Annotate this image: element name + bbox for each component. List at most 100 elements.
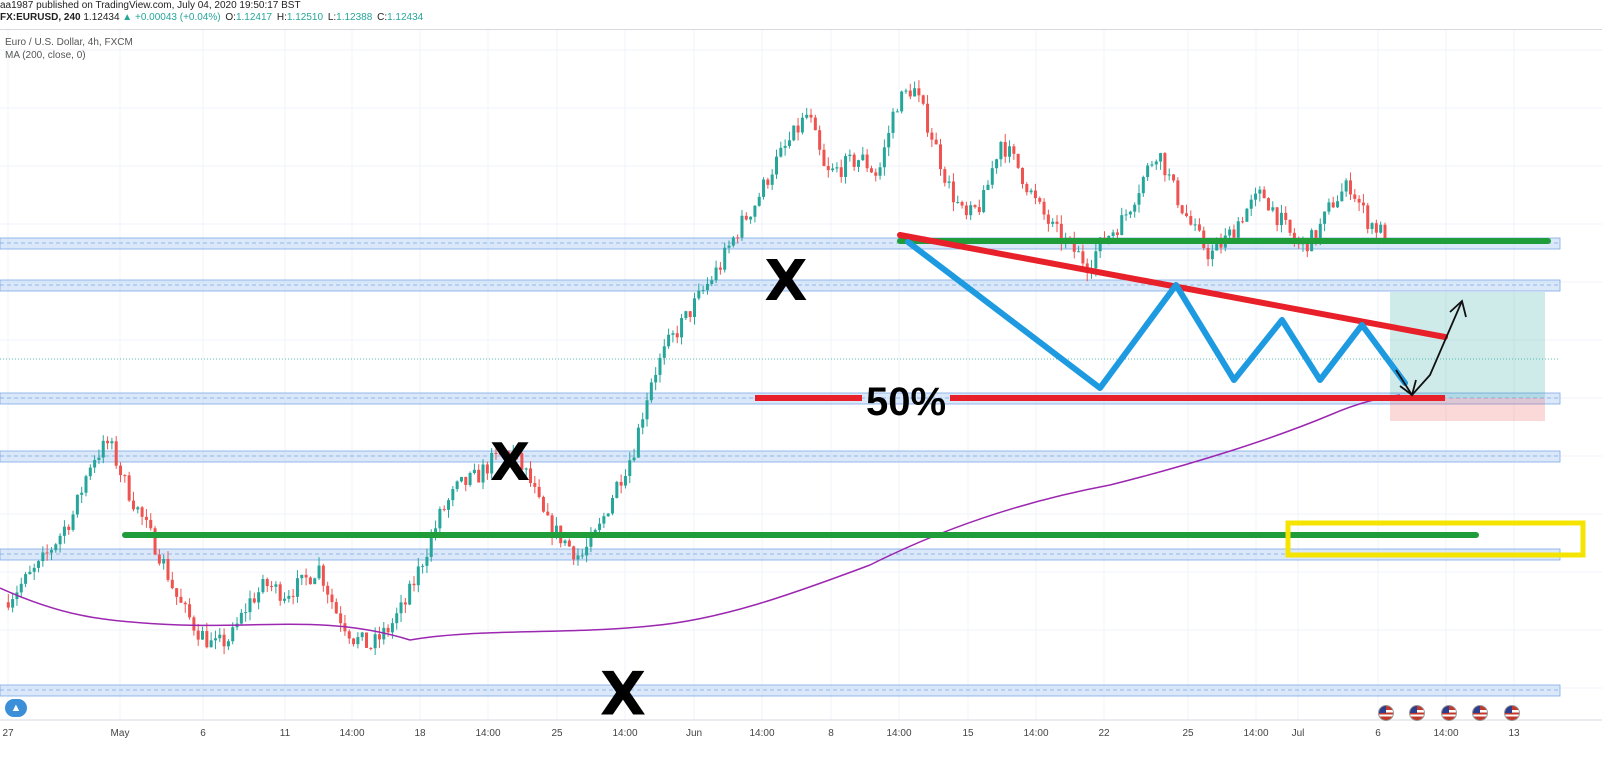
candle-body <box>32 567 36 572</box>
candle-body <box>192 617 196 631</box>
candle-body <box>826 165 830 171</box>
candle-body <box>1042 201 1046 215</box>
candle-body <box>1141 177 1145 194</box>
candle-body <box>869 168 873 173</box>
candle-body <box>447 500 451 510</box>
us-flag-icon[interactable] <box>1472 705 1489 721</box>
candle-body <box>334 602 338 614</box>
candle-body <box>1008 146 1012 157</box>
candle-body <box>809 114 813 118</box>
candle-body <box>373 634 377 649</box>
candle-body <box>1163 153 1167 176</box>
candle-body <box>1305 239 1309 252</box>
candle-body <box>1292 232 1296 243</box>
candle-body <box>977 207 981 213</box>
candle-body <box>1245 208 1249 222</box>
candle-body <box>222 634 226 647</box>
ma200-line <box>0 394 1401 641</box>
candle-body <box>1383 224 1387 242</box>
candle-body <box>1025 184 1029 193</box>
tradingview-logo-icon[interactable]: ▲ <box>5 699 27 717</box>
candle-body <box>451 489 455 501</box>
candle-body <box>356 637 360 645</box>
candle-body <box>766 179 770 185</box>
candle-body <box>472 469 476 473</box>
candle-body <box>580 555 584 557</box>
us-flag-icon[interactable] <box>1409 705 1426 721</box>
symbol[interactable]: FX:EURUSD, 240 <box>0 12 81 23</box>
candle-body <box>45 552 49 554</box>
candle-body <box>170 579 174 589</box>
candle-body <box>990 168 994 185</box>
candle-body <box>1033 190 1037 199</box>
candle-body <box>818 130 822 150</box>
candle-body <box>649 382 653 401</box>
candle-body <box>688 311 692 317</box>
x-tick-label: 14:00 <box>1023 728 1048 739</box>
candle-body <box>913 88 917 97</box>
arrow-head-down <box>1399 379 1417 397</box>
candle-body <box>37 561 41 568</box>
candle-body <box>507 452 511 458</box>
candle-body <box>705 283 709 291</box>
candle-body <box>369 647 373 649</box>
candle-body <box>313 578 317 585</box>
zone-band <box>0 279 1561 292</box>
x-tick-label: 22 <box>1098 728 1110 739</box>
candle-body <box>175 588 179 597</box>
candle-body <box>718 267 722 270</box>
candle-body <box>1193 224 1197 226</box>
x-tick-label: 14:00 <box>1433 728 1458 739</box>
candle-body <box>97 457 101 460</box>
candle-body <box>852 154 856 167</box>
chart-header: aa1987 published on TradingView.com, Jul… <box>0 0 1602 30</box>
x-mark: X <box>490 433 530 493</box>
percent-label: 50% <box>866 380 946 424</box>
candle-body <box>390 623 394 633</box>
candle-body <box>636 427 640 458</box>
candle-body <box>442 508 446 510</box>
arrow-head-up <box>1449 299 1467 318</box>
candle-body <box>1159 153 1163 162</box>
candle-body <box>468 472 472 485</box>
candle-body <box>136 507 140 510</box>
candle-body <box>701 290 705 292</box>
candle-body <box>805 114 809 118</box>
candle-body <box>347 631 351 639</box>
candle-body <box>1228 229 1232 236</box>
candle-body <box>291 595 295 597</box>
x-tick-label: Jul <box>1292 728 1305 739</box>
candle-body <box>425 556 429 566</box>
candle-body <box>598 523 602 530</box>
us-flag-icon[interactable] <box>1503 705 1520 721</box>
x-mark: X <box>764 249 807 314</box>
candle-body <box>628 460 632 477</box>
x-tick-label: 14:00 <box>886 728 911 739</box>
candle-body <box>969 205 973 216</box>
candle-body <box>1370 223 1374 229</box>
candle-body <box>386 627 390 633</box>
candle-body <box>261 579 265 593</box>
candle-body <box>205 631 209 648</box>
candle-body <box>1236 221 1240 238</box>
candle-body <box>524 468 528 470</box>
candle-body <box>1327 202 1331 212</box>
candle-body <box>1094 251 1098 269</box>
candle-body <box>572 546 576 560</box>
candle-body <box>352 638 356 645</box>
candle-body <box>49 550 53 553</box>
candle-body <box>67 526 71 530</box>
close-label: C: <box>377 12 388 23</box>
candle-body <box>321 565 325 586</box>
candle-body <box>481 464 485 483</box>
candle-body <box>1111 232 1115 236</box>
price-chart[interactable]: 50% X X X 27 May 6 11 14:00 18 14:00 25 14:00 Jun 14:0… <box>0 30 1602 768</box>
candle-body <box>632 457 636 461</box>
candle-body <box>904 90 908 92</box>
us-flag-icon[interactable] <box>1378 705 1394 721</box>
candle-body <box>1271 207 1275 211</box>
x-mark: X <box>600 660 646 730</box>
symbol-ohlc: FX:EURUSD, 240 1.12434 ▲ +0.00043 (+0.04… <box>0 12 423 23</box>
us-flag-icon[interactable] <box>1440 705 1457 721</box>
x-tick-label: May <box>111 728 130 739</box>
